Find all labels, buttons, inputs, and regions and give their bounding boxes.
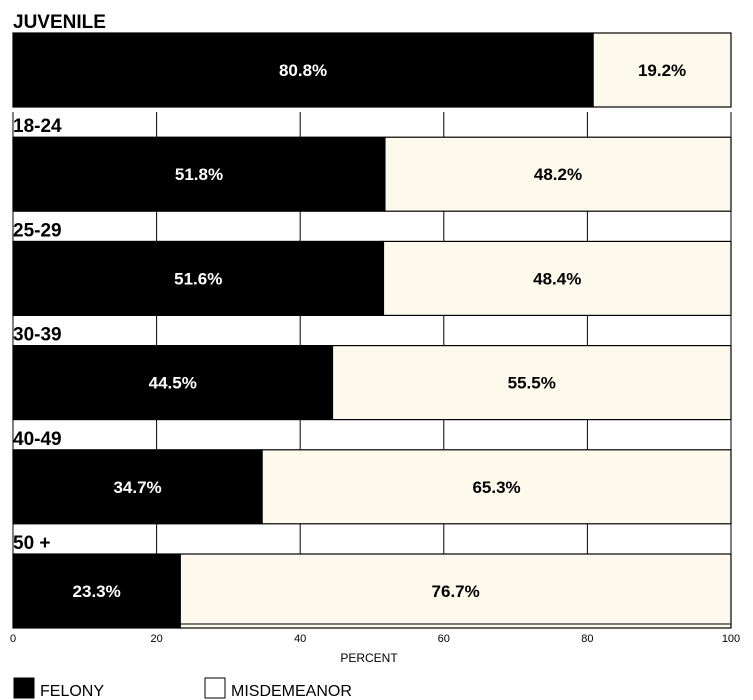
category-label: 50 + — [13, 533, 51, 554]
bar-misdemeanor — [179, 553, 732, 629]
bar-misdemeanor — [592, 32, 732, 108]
data-label: 44.5% — [149, 374, 197, 393]
bar-misdemeanor — [261, 449, 732, 525]
data-label: 34.7% — [113, 478, 161, 497]
category-label: JUVENILE — [13, 12, 106, 33]
category-label: 18-24 — [13, 116, 62, 137]
data-label: 65.3% — [472, 478, 520, 497]
legend-label-misdemeanor: MISDEMEANOR — [231, 683, 352, 700]
bar-misdemeanor — [382, 240, 732, 316]
legend-swatch-misdemeanor — [204, 677, 226, 699]
bar-misdemeanor — [384, 136, 732, 212]
legend-swatch-felony — [13, 677, 35, 699]
data-label: 19.2% — [638, 61, 686, 80]
data-label: 76.7% — [432, 582, 480, 601]
category-label: 40-49 — [13, 429, 62, 450]
data-label: 48.4% — [533, 269, 581, 288]
data-label: 55.5% — [508, 374, 556, 393]
data-label: 23.3% — [73, 582, 121, 601]
category-label: 30-39 — [13, 325, 62, 346]
bar-felony — [12, 345, 334, 421]
x-tick-label: 0 — [10, 633, 16, 645]
data-label: 51.8% — [175, 165, 223, 184]
data-label: 80.8% — [279, 61, 327, 80]
bar-misdemeanor — [331, 345, 732, 421]
data-label: 51.6% — [174, 269, 222, 288]
x-tick-label: 20 — [150, 633, 162, 645]
bar-felony — [12, 553, 181, 629]
bar-felony — [12, 32, 594, 108]
x-tick-label: 60 — [438, 633, 450, 645]
x-axis-title: PERCENT — [340, 651, 398, 665]
category-label: 25-29 — [13, 220, 62, 241]
bar-felony — [12, 240, 385, 316]
legend-label-felony: FELONY — [40, 683, 104, 700]
bar-felony — [12, 136, 386, 212]
data-label: 48.2% — [534, 165, 582, 184]
x-tick-label: 80 — [581, 633, 593, 645]
x-tick-label: 100 — [722, 633, 740, 645]
x-tick-label: 40 — [294, 633, 306, 645]
bar-felony — [12, 449, 263, 525]
